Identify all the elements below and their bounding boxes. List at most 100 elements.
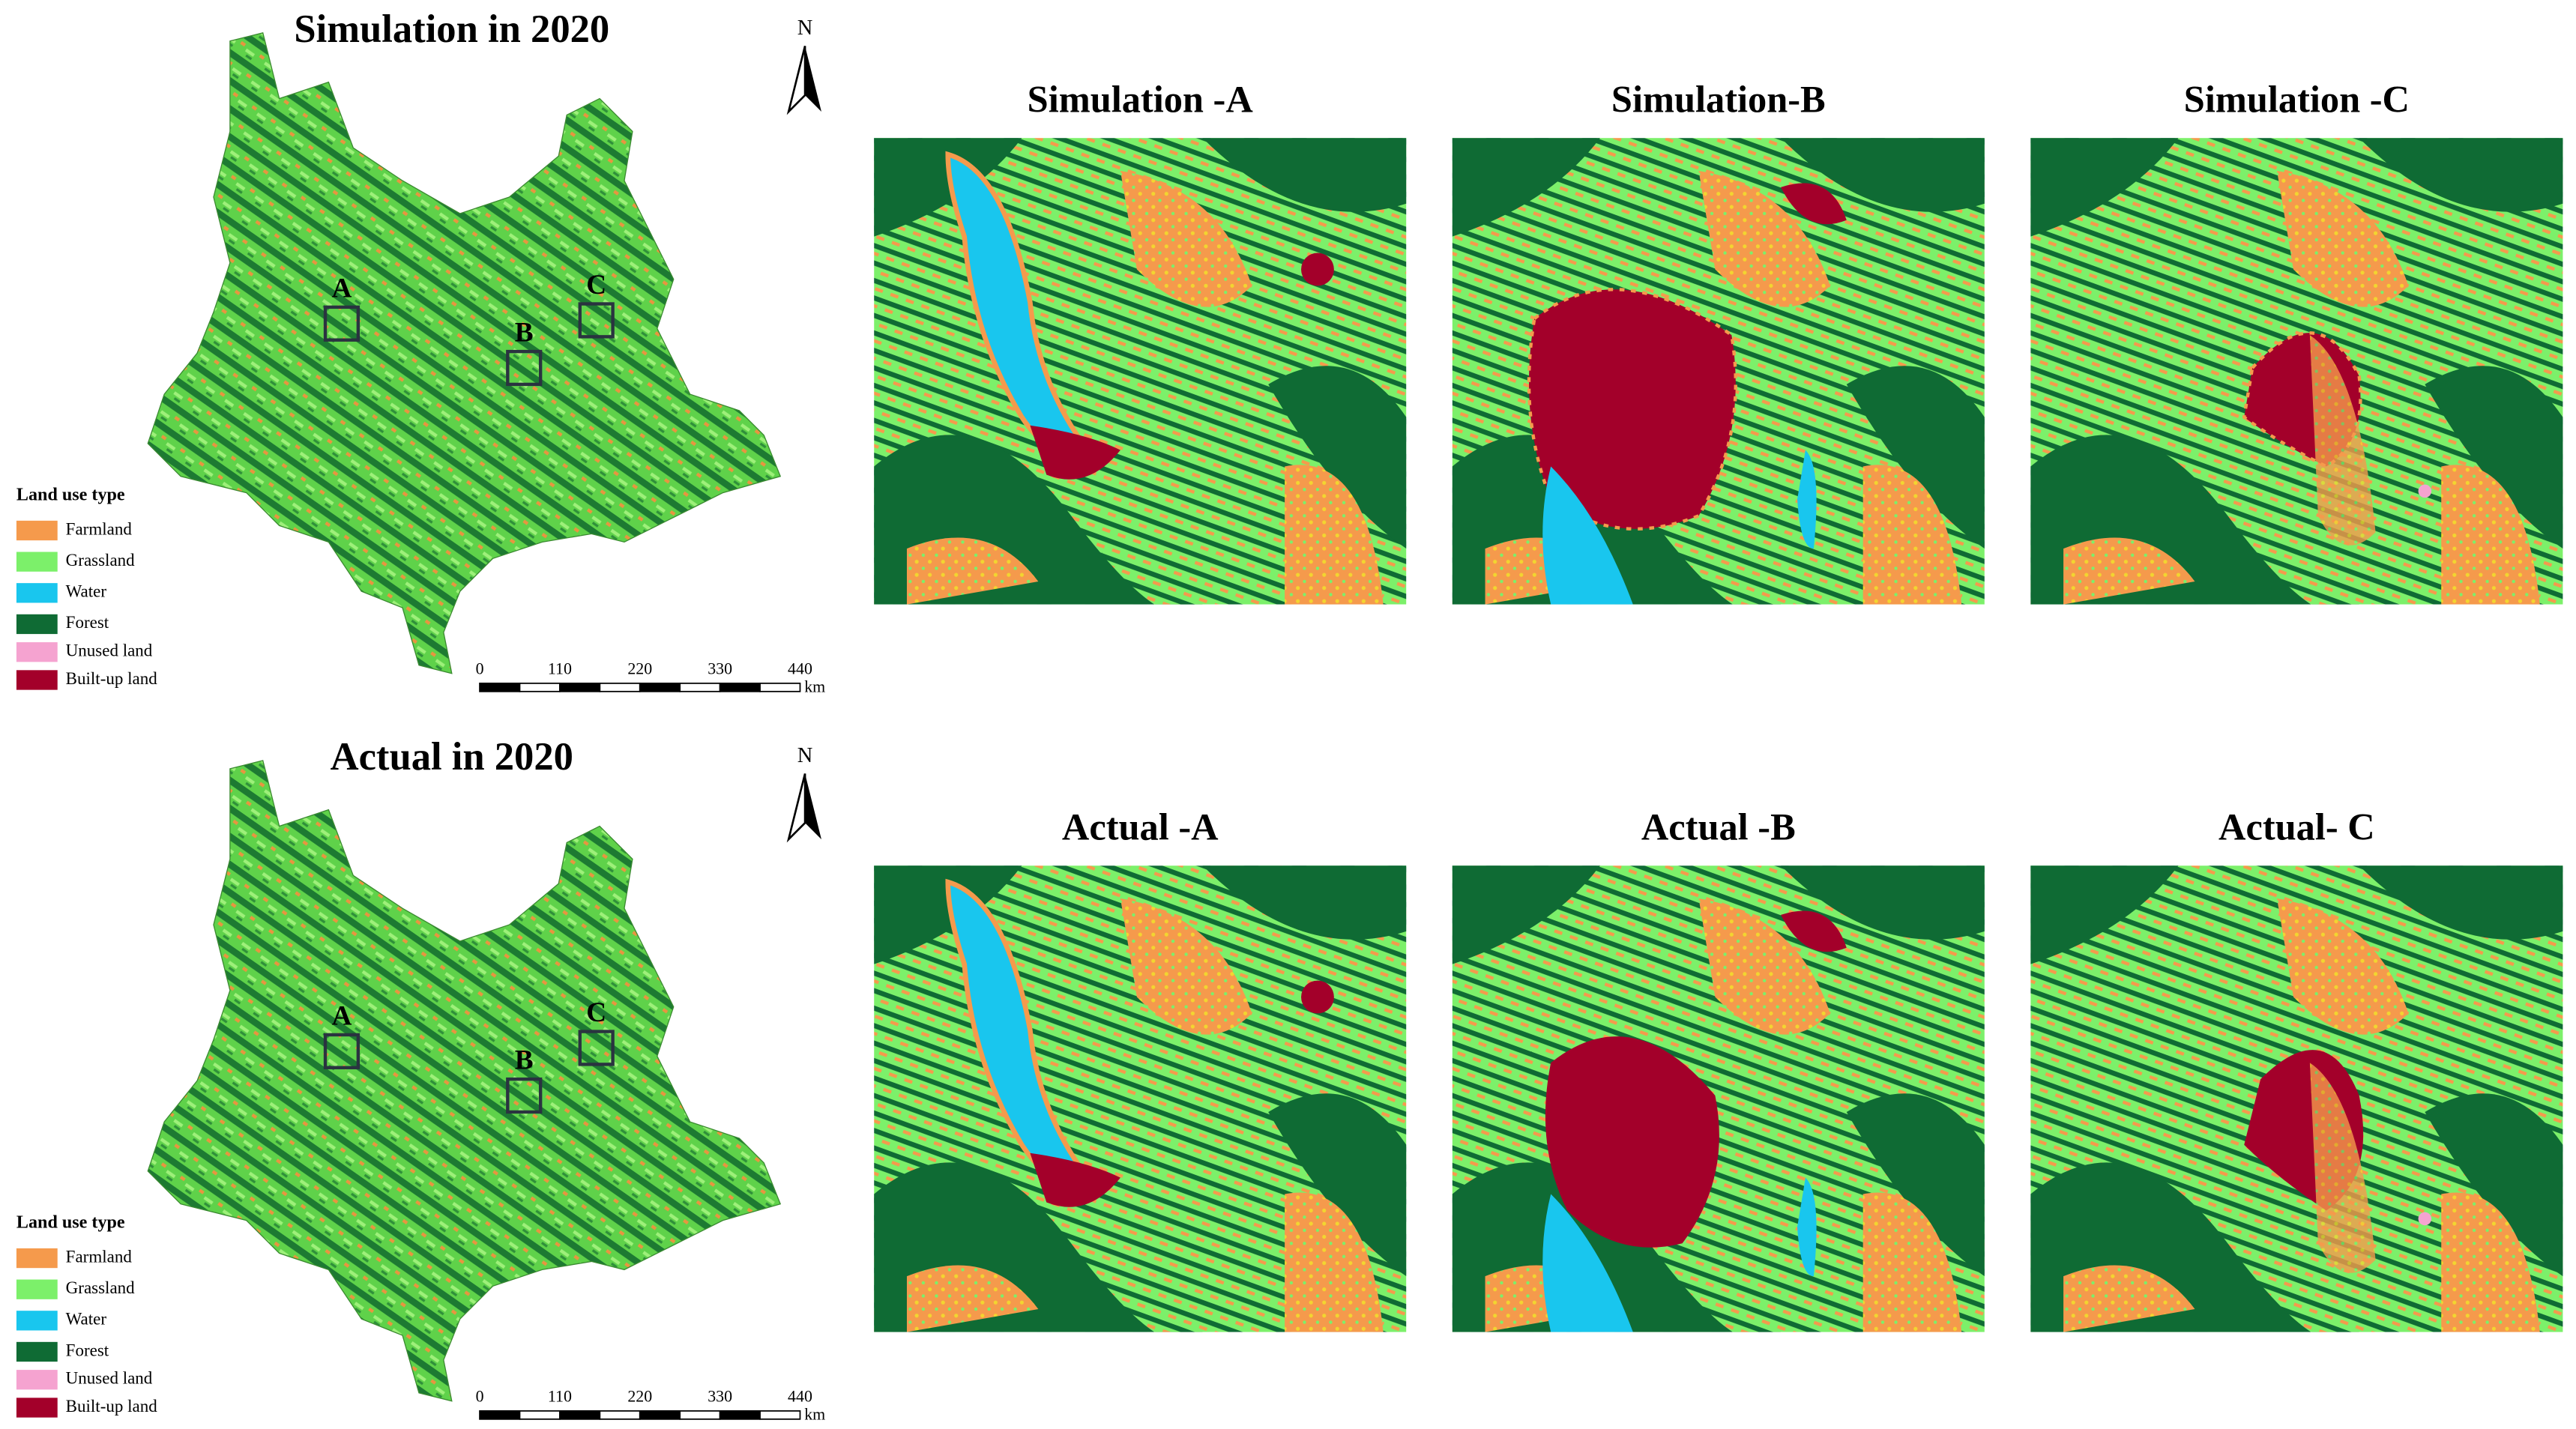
north-arrow [786, 773, 806, 843]
land-patch [1781, 910, 1847, 952]
land-patch [1120, 898, 1252, 1035]
zoom-panel [1452, 865, 1985, 1332]
land-patch [1268, 1093, 1407, 1277]
legend-swatch [16, 583, 58, 603]
scale-tick-label: 440 [788, 659, 812, 677]
scale-tick-label: 220 [627, 659, 652, 677]
land-patch [2309, 335, 2376, 546]
land-patch [1797, 1177, 1817, 1277]
land-patch [1452, 865, 1600, 964]
land-patch [2030, 865, 2179, 964]
land-patch [1452, 138, 1600, 237]
land-patch [1781, 865, 1985, 940]
legend-swatch [16, 670, 58, 690]
scale-unit: km [804, 1404, 825, 1423]
legend-swatch [16, 1398, 58, 1418]
scale-segment [599, 682, 641, 692]
land-patch [2359, 138, 2563, 212]
legend-swatch [16, 552, 58, 572]
box-label: C [586, 270, 606, 300]
legend-swatch [16, 642, 58, 662]
scale-segment [719, 1410, 761, 1420]
panel-title: Actual -A [1062, 806, 1219, 848]
zoom-panel [2030, 138, 2563, 605]
legend-label: Unused land [66, 1368, 153, 1388]
north-arrow [805, 46, 821, 112]
legend-swatch [16, 1341, 58, 1362]
zoom-panel [2030, 865, 2563, 1332]
land-patch [2418, 1212, 2432, 1226]
scale-segment [559, 682, 601, 692]
legend-title: Land use type [16, 486, 125, 505]
legend-label: Forest [66, 612, 109, 632]
zoom-box [578, 302, 615, 339]
legend-title: Land use type [16, 1213, 125, 1233]
scale-segment [759, 1410, 801, 1420]
panel-title: Simulation -A [1028, 79, 1254, 121]
scale-segment [479, 1410, 521, 1420]
zoom-panel [1452, 138, 1985, 605]
zoom-box [506, 349, 543, 387]
panel-title: Simulation-B [1611, 79, 1826, 121]
scale-segment [559, 1410, 601, 1420]
box-label: C [586, 997, 606, 1028]
legend-label: Built-up land [66, 1396, 158, 1416]
land-patch [1698, 170, 1830, 307]
scale-segment [679, 1410, 721, 1420]
map-title: Actual in 2020 [331, 735, 573, 779]
legend-label: Forest [66, 1340, 109, 1359]
land-patch [1030, 425, 1120, 480]
box-label: A [331, 1001, 352, 1032]
scale-segment [599, 1410, 641, 1420]
legend-label: Grassland [66, 550, 135, 570]
zoom-panel [874, 865, 1407, 1332]
scale-segment [519, 682, 561, 692]
box-label: B [515, 318, 534, 348]
land-patch [2441, 465, 2540, 605]
land-patch [2277, 898, 2409, 1035]
scale-tick-label: 220 [627, 1386, 652, 1405]
zoom-box [506, 1077, 543, 1114]
land-patch [1301, 253, 1334, 286]
north-arrow [805, 773, 821, 840]
zoom-box [323, 1033, 361, 1069]
map-title: Simulation in 2020 [294, 7, 609, 51]
panel-title: Actual -B [1641, 806, 1796, 848]
legend-swatch [16, 614, 58, 635]
land-patch [2359, 865, 2563, 940]
scale-segment [479, 682, 521, 692]
land-patch [1030, 1152, 1120, 1207]
land-patch [1781, 138, 1985, 212]
land-patch [1120, 170, 1252, 307]
land-patch [2063, 537, 2195, 605]
land-patch [2277, 170, 2409, 307]
land-patch [2441, 1192, 2540, 1332]
land-patch [1285, 465, 1384, 605]
north-label: N [797, 744, 813, 767]
scale-tick-label: 0 [476, 1386, 484, 1405]
scale-tick-label: 330 [708, 1386, 732, 1405]
land-patch [1202, 138, 1407, 212]
land-patch [2309, 1063, 2376, 1273]
panel-title: Actual- C [2218, 806, 2375, 848]
land-patch [1542, 466, 1633, 605]
land-patch [1268, 366, 1407, 549]
zoom-box [323, 305, 361, 342]
legend-swatch [16, 1311, 58, 1331]
scale-segment [679, 682, 721, 692]
region-map [147, 32, 782, 674]
scale-segment [719, 682, 761, 692]
legend-label: Farmland [66, 519, 133, 538]
scale-tick-label: 110 [548, 659, 572, 677]
land-patch [1846, 1093, 1985, 1277]
land-patch [1781, 183, 1847, 225]
land-patch [1698, 898, 1830, 1035]
zoom-panel [874, 138, 1407, 605]
land-patch [2063, 1265, 2195, 1332]
land-patch [906, 1265, 1039, 1332]
legend-swatch [16, 1248, 58, 1269]
land-patch [2030, 138, 2179, 237]
land-patch [874, 865, 1022, 964]
scale-segment [639, 682, 681, 692]
